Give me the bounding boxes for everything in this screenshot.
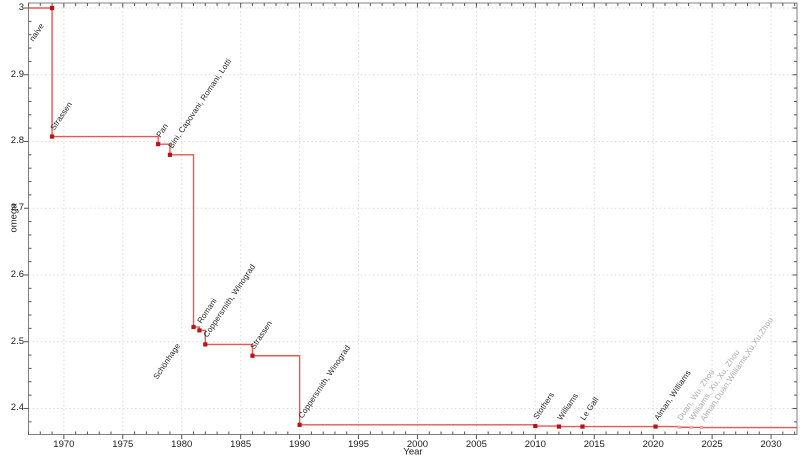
grid-lines (28, 3, 797, 435)
x-tick-label: 1985 (230, 439, 252, 450)
y-tick-label: 2.6 (10, 268, 24, 280)
x-tick-label: 2015 (583, 439, 605, 450)
x-tick-label: 2020 (642, 439, 664, 450)
data-point-markers (49, 5, 704, 430)
x-tick-label: 2025 (701, 439, 723, 450)
axis-frame (28, 2, 798, 435)
axis-ticks (24, 3, 797, 439)
y-tick-label: 2.5 (10, 335, 24, 347)
x-tick-label: 1990 (289, 439, 311, 450)
y-tick-label: 3 (18, 2, 24, 13)
y-tick-label: 2.4 (10, 402, 24, 414)
omega-step-line (28, 7, 797, 429)
x-tick-label: 2030 (760, 439, 782, 450)
x-tick-label: 2010 (524, 439, 546, 450)
x-axis-title: Year (403, 446, 423, 458)
x-tick-label: 1995 (347, 439, 370, 450)
x-tick-label: 2000 (406, 439, 429, 450)
y-axis-title: omega (8, 203, 20, 233)
x-tick-label: 1970 (53, 439, 75, 450)
y-tick-label: 2.7 (10, 202, 24, 214)
x-tick-label: 1980 (171, 439, 193, 450)
x-tick-label: 2005 (465, 439, 487, 450)
y-tick-label: 2.9 (10, 68, 24, 80)
x-tick-label: 1975 (112, 439, 134, 450)
y-tick-label: 2.8 (10, 135, 24, 147)
